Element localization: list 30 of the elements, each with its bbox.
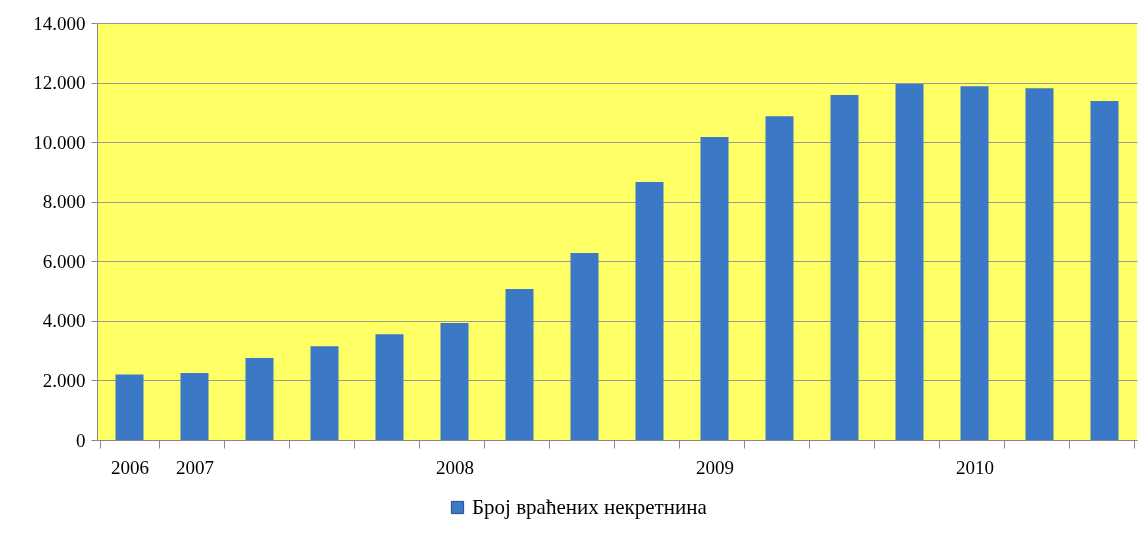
y-tick-label: 12.000 (33, 72, 86, 94)
x-tick-label: 2010 (956, 456, 994, 478)
bar (700, 137, 729, 440)
x-tick-label: 2009 (696, 456, 734, 478)
x-tick-label: 2007 (176, 456, 214, 478)
y-tick-label: 6.000 (42, 250, 86, 272)
bar (180, 372, 209, 440)
bar (440, 322, 469, 440)
y-tick-label: 8.000 (42, 191, 86, 213)
bar (1090, 101, 1119, 440)
x-tick-label: 2006 (111, 456, 149, 478)
bar (310, 346, 339, 440)
y-tick-label: 2.000 (42, 369, 86, 391)
x-tick-label: 2008 (436, 456, 474, 478)
bar (765, 116, 794, 440)
bar (895, 84, 924, 440)
y-tick-label: 4.000 (42, 310, 86, 332)
bar (830, 95, 859, 440)
y-tick-label: 0 (76, 429, 86, 451)
bar (115, 374, 144, 440)
bar (245, 358, 274, 440)
bar (1025, 88, 1054, 440)
bar (635, 182, 664, 440)
bar (570, 252, 599, 440)
bar (960, 86, 989, 440)
bar (375, 334, 404, 440)
legend-label: Број враћених некретнина (472, 494, 708, 519)
y-tick-label: 10.000 (33, 131, 86, 153)
bar (505, 288, 534, 440)
y-tick-label: 14.000 (33, 12, 86, 34)
